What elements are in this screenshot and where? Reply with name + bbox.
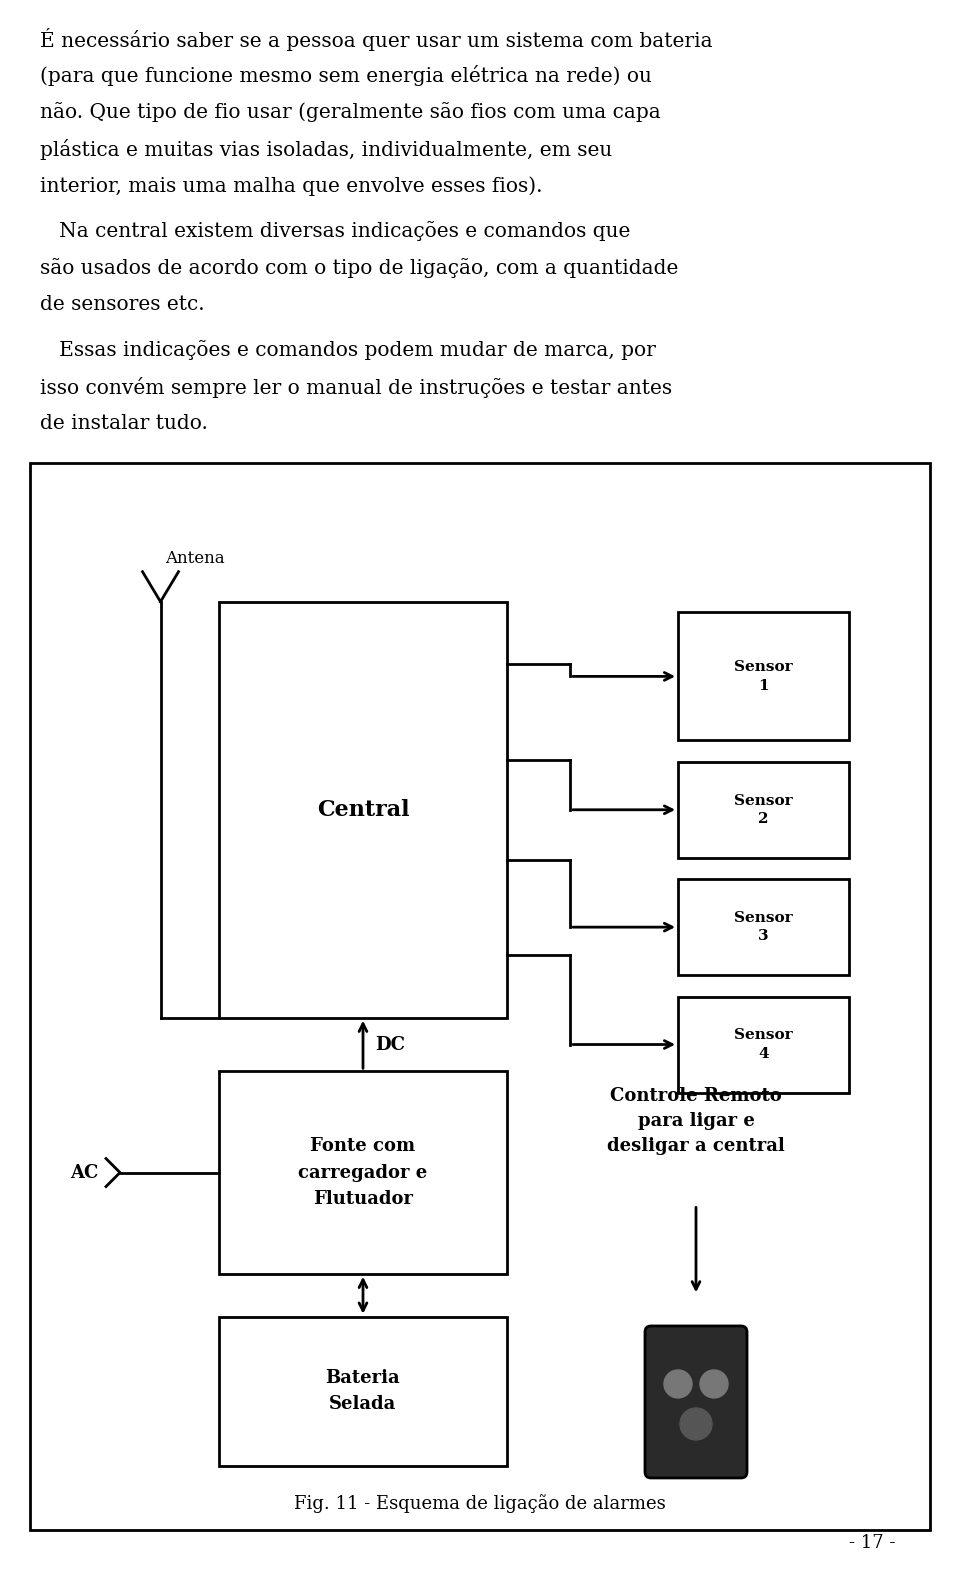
Bar — [30, 463, 930, 1530]
Text: interior, mais uma malha que envolve esses fios).: interior, mais uma malha que envolve ess… — [40, 176, 542, 195]
Bar — [678, 879, 849, 974]
Circle shape — [700, 1370, 728, 1398]
Text: Sensor
1: Sensor 1 — [734, 660, 793, 692]
Bar — [678, 997, 849, 1092]
Text: de instalar tudo.: de instalar tudo. — [40, 414, 208, 433]
FancyBboxPatch shape — [645, 1327, 747, 1477]
Text: Bateria
Selada: Bateria Selada — [325, 1370, 400, 1414]
Bar — [219, 1071, 507, 1274]
Text: Sensor
3: Sensor 3 — [734, 911, 793, 943]
Text: Antena: Antena — [165, 549, 226, 567]
Bar — [219, 1317, 507, 1466]
Text: Na central existem diversas indicações e comandos que: Na central existem diversas indicações e… — [40, 221, 631, 241]
Text: Central: Central — [317, 798, 409, 820]
Text: de sensores etc.: de sensores etc. — [40, 295, 204, 314]
Bar — [678, 762, 849, 859]
Bar — [678, 613, 849, 741]
Bar — [219, 601, 507, 1017]
Text: Sensor
4: Sensor 4 — [734, 1028, 793, 1060]
Text: - 17 -: - 17 - — [849, 1535, 895, 1552]
Text: isso convém sempre ler o manual de instruções e testar antes: isso convém sempre ler o manual de instr… — [40, 378, 672, 398]
Text: (para que funcione mesmo sem energia elétrica na rede) ou: (para que funcione mesmo sem energia elé… — [40, 65, 652, 86]
Text: Fig. 11 - Esquema de ligação de alarmes: Fig. 11 - Esquema de ligação de alarmes — [294, 1493, 666, 1512]
Text: Fonte com
carregador e
Flutuador: Fonte com carregador e Flutuador — [299, 1138, 427, 1208]
Text: AC: AC — [70, 1163, 98, 1182]
Text: plástica e muitas vias isoladas, individualmente, em seu: plástica e muitas vias isoladas, individ… — [40, 140, 612, 160]
Text: Controle Remoto
para ligar e
desligar a central: Controle Remoto para ligar e desligar a … — [607, 1087, 785, 1155]
Text: É necessário saber se a pessoa quer usar um sistema com bateria: É necessário saber se a pessoa quer usar… — [40, 29, 712, 51]
Circle shape — [664, 1370, 692, 1398]
Text: DC: DC — [375, 1035, 405, 1054]
Circle shape — [680, 1408, 712, 1439]
Text: Essas indicações e comandos podem mudar de marca, por: Essas indicações e comandos podem mudar … — [40, 340, 656, 360]
Text: são usados de acordo com o tipo de ligação, com a quantidade: são usados de acordo com o tipo de ligaç… — [40, 259, 679, 278]
Text: não. Que tipo de fio usar (geralmente são fios com uma capa: não. Que tipo de fio usar (geralmente sã… — [40, 102, 660, 122]
Text: Sensor
2: Sensor 2 — [734, 794, 793, 825]
